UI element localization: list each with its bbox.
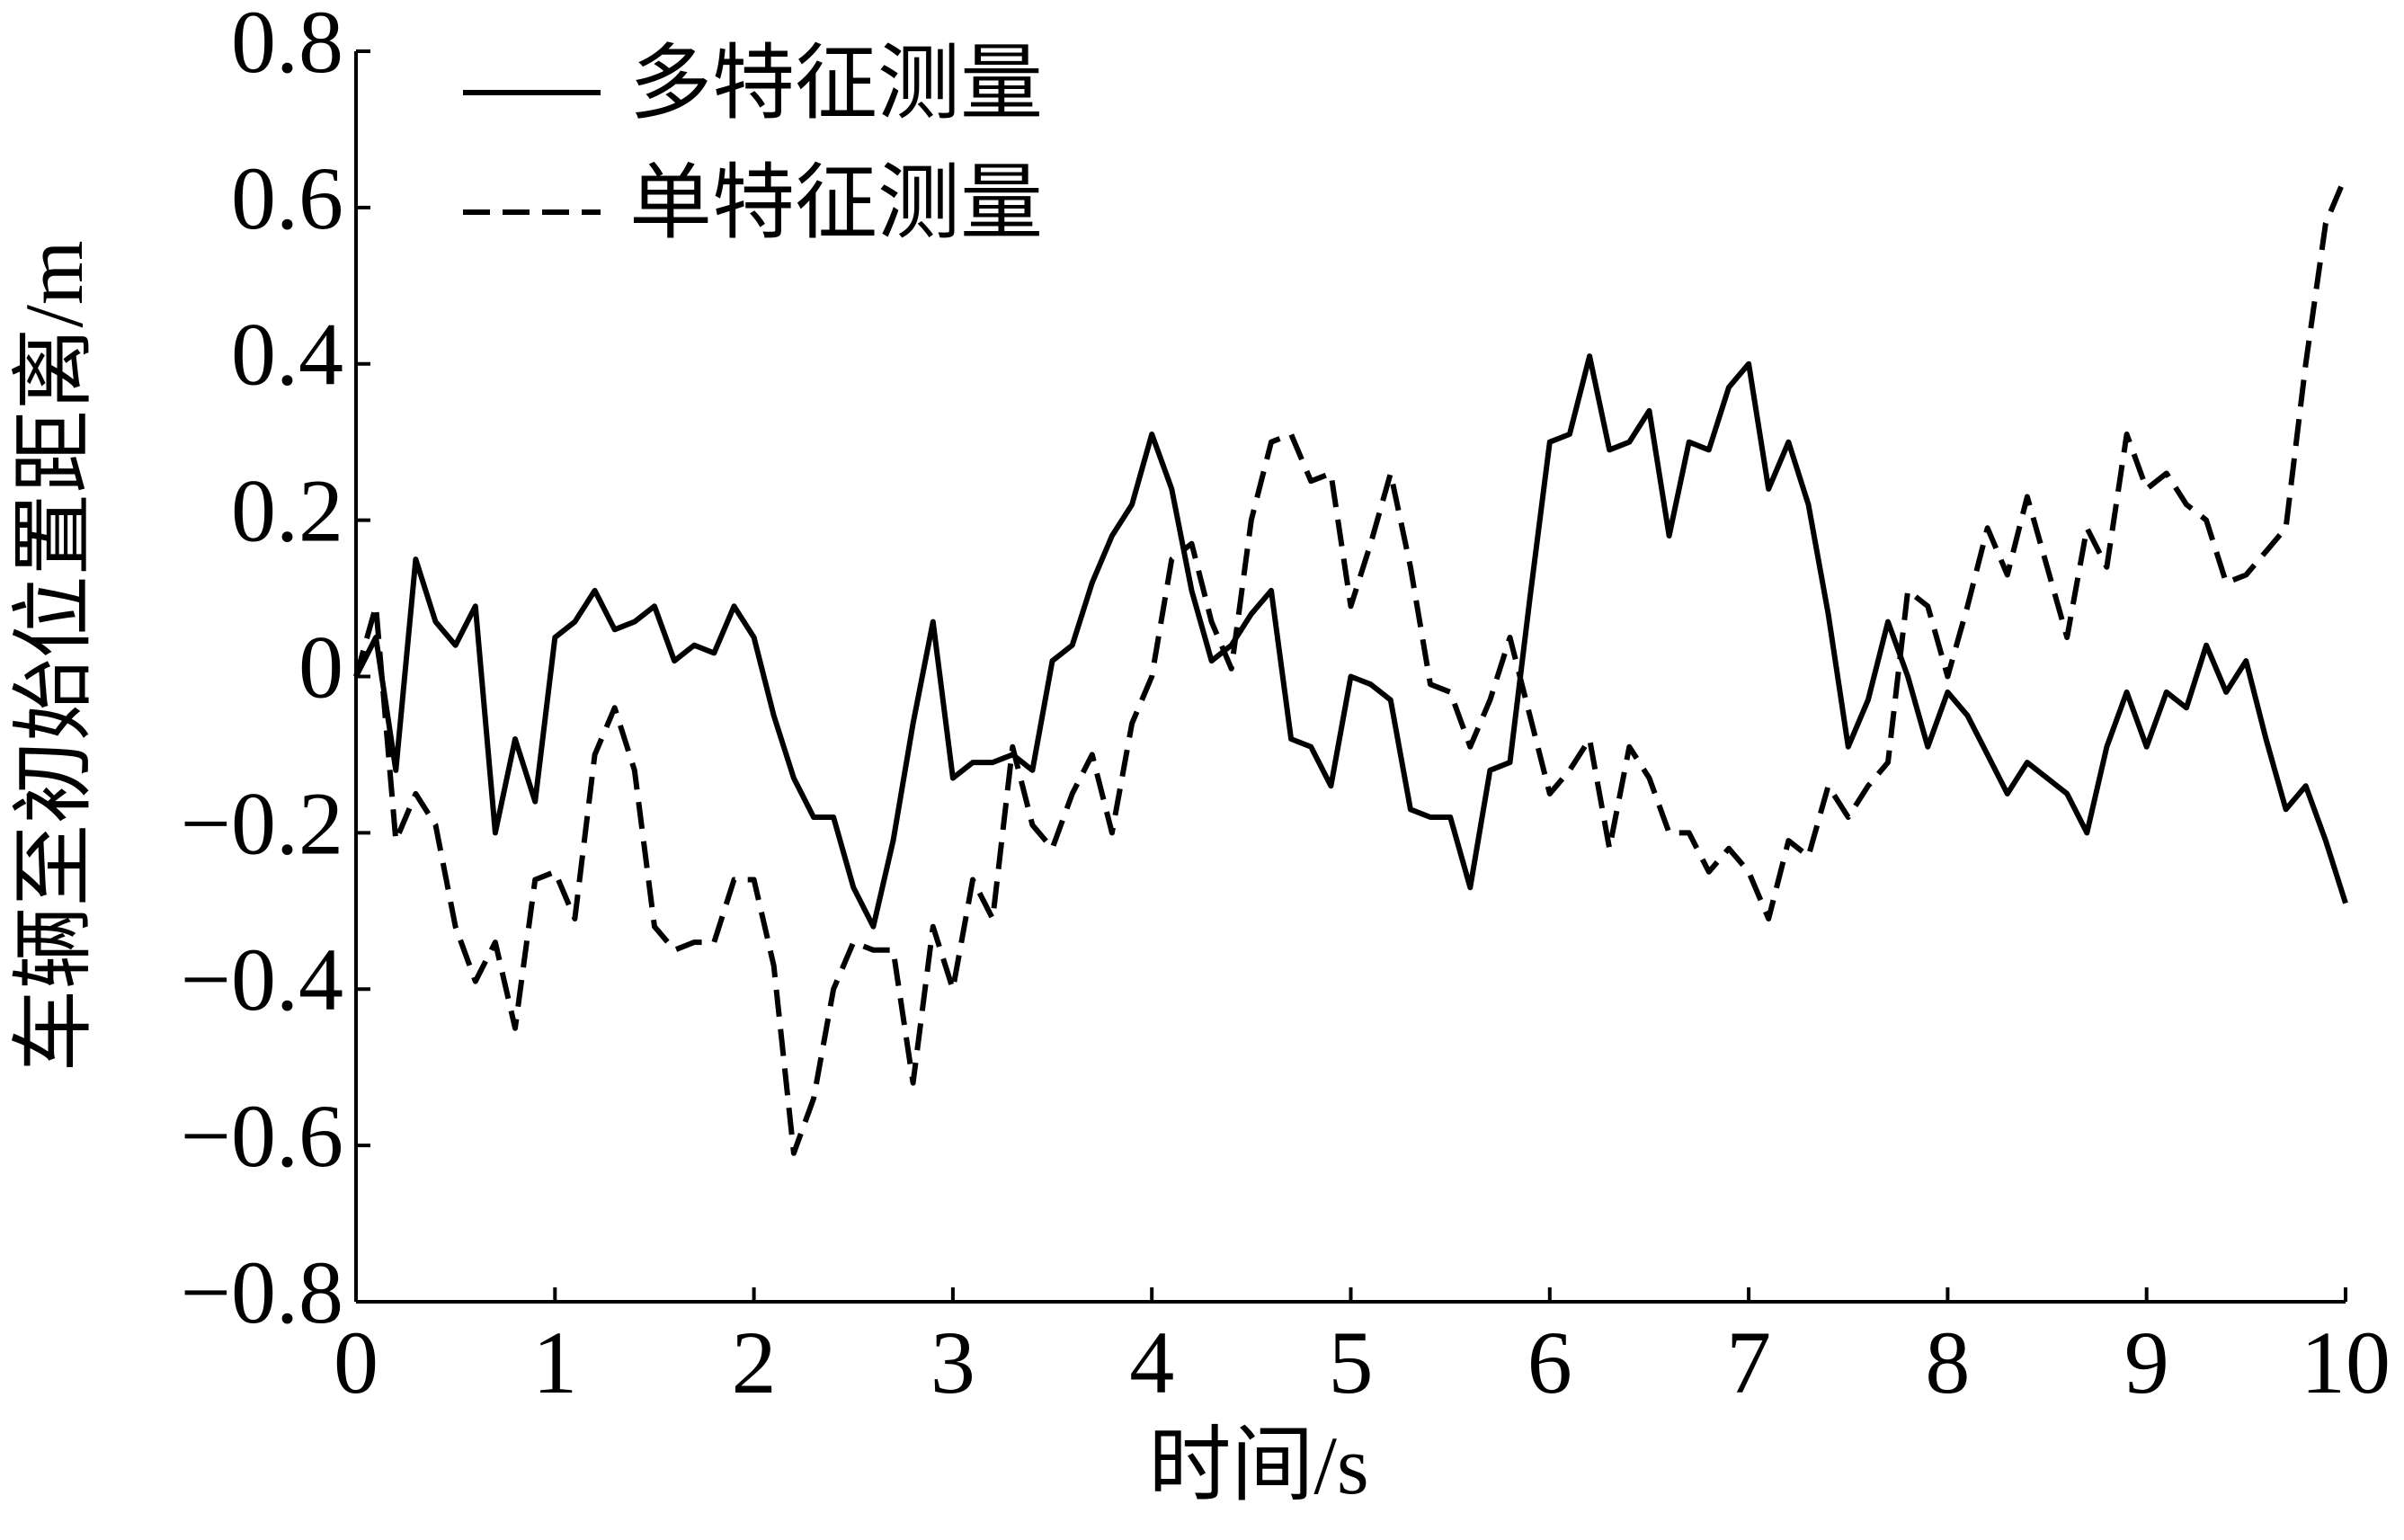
x-axis-label: 时间/s	[1148, 1420, 1368, 1511]
x-tick-label: 9	[2124, 1313, 2169, 1412]
data-line	[353, 353, 2348, 930]
legend-label: 单特征测量	[629, 157, 1043, 249]
x-tick-label: 3	[930, 1313, 975, 1412]
legend-label: 多特征测量	[629, 38, 1043, 129]
x-tick-label: 8	[1925, 1313, 1970, 1412]
y-tick-label: 0.2	[231, 461, 343, 561]
y-tick-label: 0.8	[231, 0, 343, 92]
y-tick-label: −0.6	[181, 1086, 343, 1186]
y-tick-label: −0.8	[181, 1242, 343, 1342]
x-tick-label: 6	[1527, 1313, 1572, 1412]
y-tick-label: 0.6	[231, 148, 343, 248]
x-tick-label: 0	[334, 1313, 378, 1412]
y-tick-label: 0.4	[231, 305, 343, 405]
x-tick-label: 4	[1129, 1313, 1174, 1412]
x-tick-label: 10	[2301, 1313, 2391, 1412]
y-tick-label: 0	[298, 617, 343, 717]
x-tick-label: 7	[1726, 1313, 1771, 1412]
y-tick-label: −0.2	[181, 773, 343, 873]
x-tick-label: 2	[732, 1313, 777, 1412]
data-line	[353, 174, 2348, 1156]
x-tick-label: 5	[1329, 1313, 1374, 1412]
y-tick-label: −0.4	[181, 930, 343, 1029]
y-axis-label: 车辆至初始位置距离/m	[8, 240, 100, 1072]
x-tick-label: 1	[532, 1313, 577, 1412]
